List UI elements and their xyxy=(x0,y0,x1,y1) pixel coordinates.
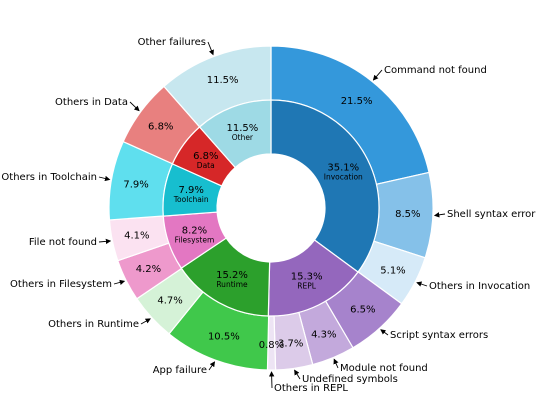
outer-pct-label-others-in-data: 6.8% xyxy=(148,122,173,133)
leader-undefined-symbols xyxy=(294,369,301,380)
inner-pct-label-repl: 15.3% xyxy=(291,272,323,283)
leader-script-syntax-errors xyxy=(380,329,389,336)
inner-wedge-invocation xyxy=(270,99,380,273)
annotation-script-syntax-errors: Script syntax errors xyxy=(390,330,488,341)
inner-pct-label-other: 11.5% xyxy=(226,123,258,134)
outer-ring xyxy=(108,45,434,371)
outer-pct-label-others-in-invocation: 5.1% xyxy=(380,265,405,276)
inner-pct-label-invocation: 35.1% xyxy=(327,162,359,173)
outer-pct-label-others-in-repl: 0.8% xyxy=(259,340,284,351)
annotation-app-failure: App failure xyxy=(153,365,207,376)
outer-pct-label-undefined-symbols: 3.7% xyxy=(278,339,303,350)
inner-name-label-data: Data xyxy=(197,161,215,170)
annotation-others-in-runtime: Others in Runtime xyxy=(48,319,139,330)
inner-name-label-toolchain: Toolchain xyxy=(173,195,209,204)
outer-pct-label-app-failure: 10.5% xyxy=(208,332,240,343)
annotation-others-in-repl: Others in REPL xyxy=(274,383,348,394)
inner-pct-label-toolchain: 7.9% xyxy=(179,185,204,196)
outer-pct-label-command-not-found: 21.5% xyxy=(341,96,373,107)
leader-shell-syntax-error xyxy=(433,212,446,218)
outer-pct-label-file-not-found: 4.1% xyxy=(124,231,149,242)
leader-others-in-filesystem xyxy=(113,279,126,286)
inner-wedge-other xyxy=(198,99,272,169)
outer-pct-label-script-syntax-errors: 6.5% xyxy=(350,305,375,316)
annotation-others-in-filesystem: Others in Filesystem xyxy=(10,279,112,290)
inner-ring xyxy=(162,99,380,317)
leader-others-in-runtime xyxy=(140,318,151,325)
inner-name-label-other: Other xyxy=(232,133,254,142)
annotation-others-in-toolchain: Others in Toolchain xyxy=(1,172,97,183)
outer-pct-label-others-in-toolchain: 7.9% xyxy=(123,179,148,190)
annotation-other-failures: Other failures xyxy=(138,37,206,48)
inner-pct-label-data: 6.8% xyxy=(193,151,218,162)
leader-lines xyxy=(98,41,446,389)
outer-pct-label-others-in-runtime: 4.7% xyxy=(157,296,182,307)
annotation-undefined-symbols: Undefined symbols xyxy=(302,374,398,385)
inner-name-label-invocation: Invocation xyxy=(324,172,363,181)
outer-pct-label-shell-syntax-error: 8.5% xyxy=(395,209,420,220)
annotation-others-in-invocation: Others in Invocation xyxy=(429,281,530,292)
leader-file-not-found xyxy=(98,238,112,245)
inner-pct-label-filesystem: 8.2% xyxy=(182,225,207,236)
inner-name-label-runtime: Runtime xyxy=(216,280,248,289)
leader-others-in-invocation xyxy=(416,281,428,287)
inner-name-label-filesystem: Filesystem xyxy=(175,235,215,244)
leader-app-failure xyxy=(208,361,216,371)
chart-labels: 35.1%Invocation 15.3%REPL 15.2%Runtime 8.2%… xyxy=(1,37,536,394)
inner-name-label-repl: REPL xyxy=(297,282,316,291)
inner-pct-label-runtime: 15.2% xyxy=(216,270,248,281)
annotation-others-in-data: Others in Data xyxy=(55,97,128,108)
outer-pct-label-module-not-found: 4.3% xyxy=(311,329,336,340)
annotation-command-not-found: Command not found xyxy=(384,65,487,76)
annotation-file-not-found: File not found xyxy=(29,237,97,248)
outer-pct-label-others-in-filesystem: 4.2% xyxy=(136,264,161,275)
leader-module-not-found xyxy=(333,358,339,369)
leader-command-not-found xyxy=(372,69,383,81)
leader-others-in-data xyxy=(129,101,140,112)
annotation-shell-syntax-error: Shell syntax error xyxy=(447,209,536,220)
leader-others-in-toolchain xyxy=(98,175,111,182)
annotation-module-not-found: Module not found xyxy=(340,363,428,374)
leader-other-failures xyxy=(207,41,214,56)
outer-pct-label-other-failures: 11.5% xyxy=(207,75,239,86)
